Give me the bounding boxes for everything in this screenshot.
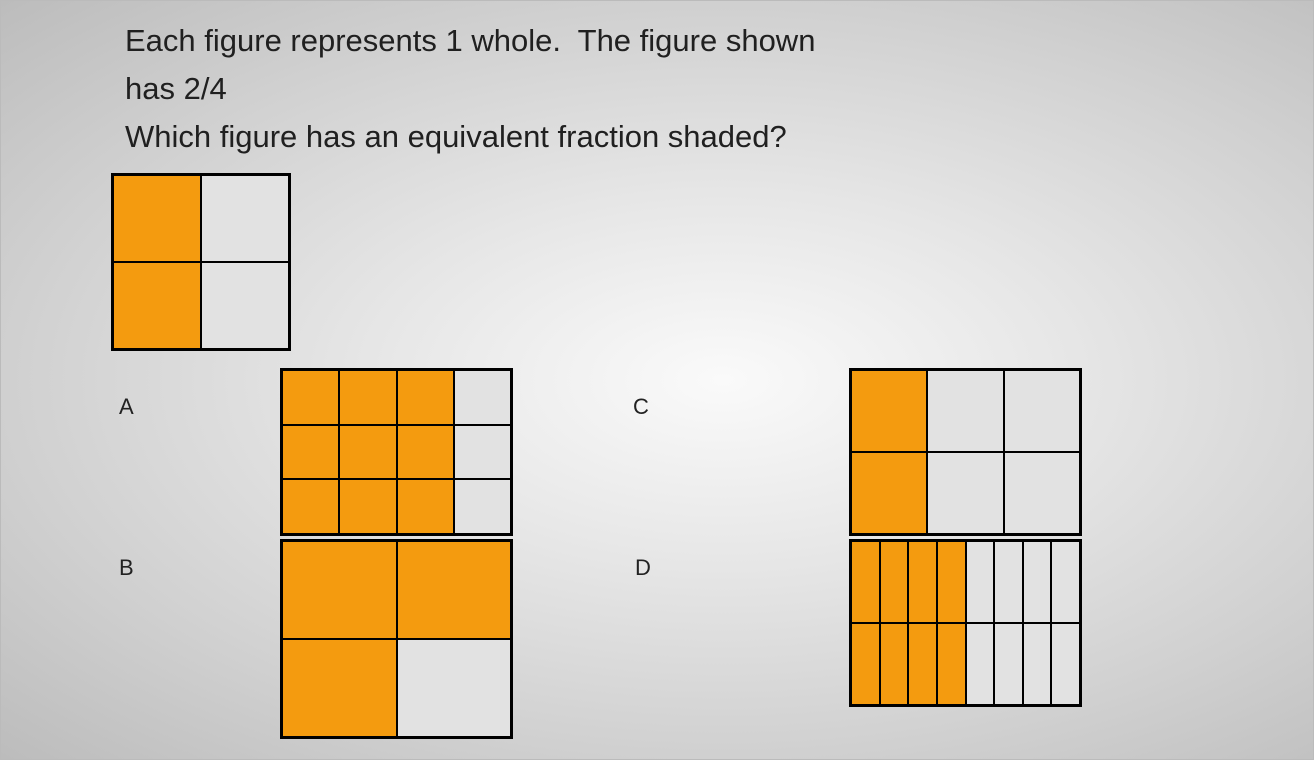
grid-cell <box>995 624 1022 704</box>
grid-cell <box>967 624 994 704</box>
grid-cell <box>909 624 936 704</box>
question-line-1: Each figure represents 1 whole. The figu… <box>125 23 815 58</box>
option-figure-a <box>280 368 513 536</box>
grid-cell <box>202 176 288 261</box>
grid-cell <box>928 453 1002 533</box>
option-figure-b <box>280 539 513 739</box>
grid-cell <box>340 480 395 533</box>
grid-cell <box>283 426 338 479</box>
grid-cell <box>455 426 510 479</box>
option-label-c: C <box>633 394 649 420</box>
grid-cell <box>398 371 453 424</box>
grid-cell <box>398 426 453 479</box>
grid-cell <box>114 176 200 261</box>
question-text: Each figure represents 1 whole. The figu… <box>125 17 1145 161</box>
option-figure-c <box>849 368 1082 536</box>
question-line-3: Which figure has an equivalent fraction … <box>125 119 787 154</box>
option-label-b: B <box>119 555 134 581</box>
grid-cell <box>114 263 200 348</box>
grid-cell <box>455 371 510 424</box>
grid-cell <box>1005 453 1079 533</box>
grid-cell <box>398 640 511 736</box>
option-figure-d <box>849 539 1082 707</box>
grid-cell <box>1052 624 1079 704</box>
option-label-a: A <box>119 394 134 420</box>
option-label-d: D <box>635 555 651 581</box>
grid-cell <box>852 542 879 622</box>
grid-cell <box>1024 624 1051 704</box>
grid-cell <box>938 624 965 704</box>
grid-cell <box>1005 371 1079 451</box>
grid-cell <box>398 480 453 533</box>
grid-cell <box>995 542 1022 622</box>
grid-cell <box>881 624 908 704</box>
grid-cell <box>340 371 395 424</box>
grid-cell <box>283 480 338 533</box>
grid-cell <box>340 426 395 479</box>
grid-cell <box>852 624 879 704</box>
grid-cell <box>202 263 288 348</box>
grid-cell <box>283 371 338 424</box>
worksheet-slide: Each figure represents 1 whole. The figu… <box>0 0 1314 760</box>
grid-cell <box>909 542 936 622</box>
grid-cell <box>852 371 926 451</box>
grid-cell <box>938 542 965 622</box>
grid-cell <box>881 542 908 622</box>
grid-cell <box>283 640 396 736</box>
question-line-2: has 2/4 <box>125 71 227 106</box>
grid-cell <box>967 542 994 622</box>
grid-cell <box>928 371 1002 451</box>
grid-cell <box>852 453 926 533</box>
grid-cell <box>1052 542 1079 622</box>
grid-cell <box>455 480 510 533</box>
grid-cell <box>1024 542 1051 622</box>
grid-cell <box>398 542 511 638</box>
example-figure <box>111 173 291 351</box>
grid-cell <box>283 542 396 638</box>
